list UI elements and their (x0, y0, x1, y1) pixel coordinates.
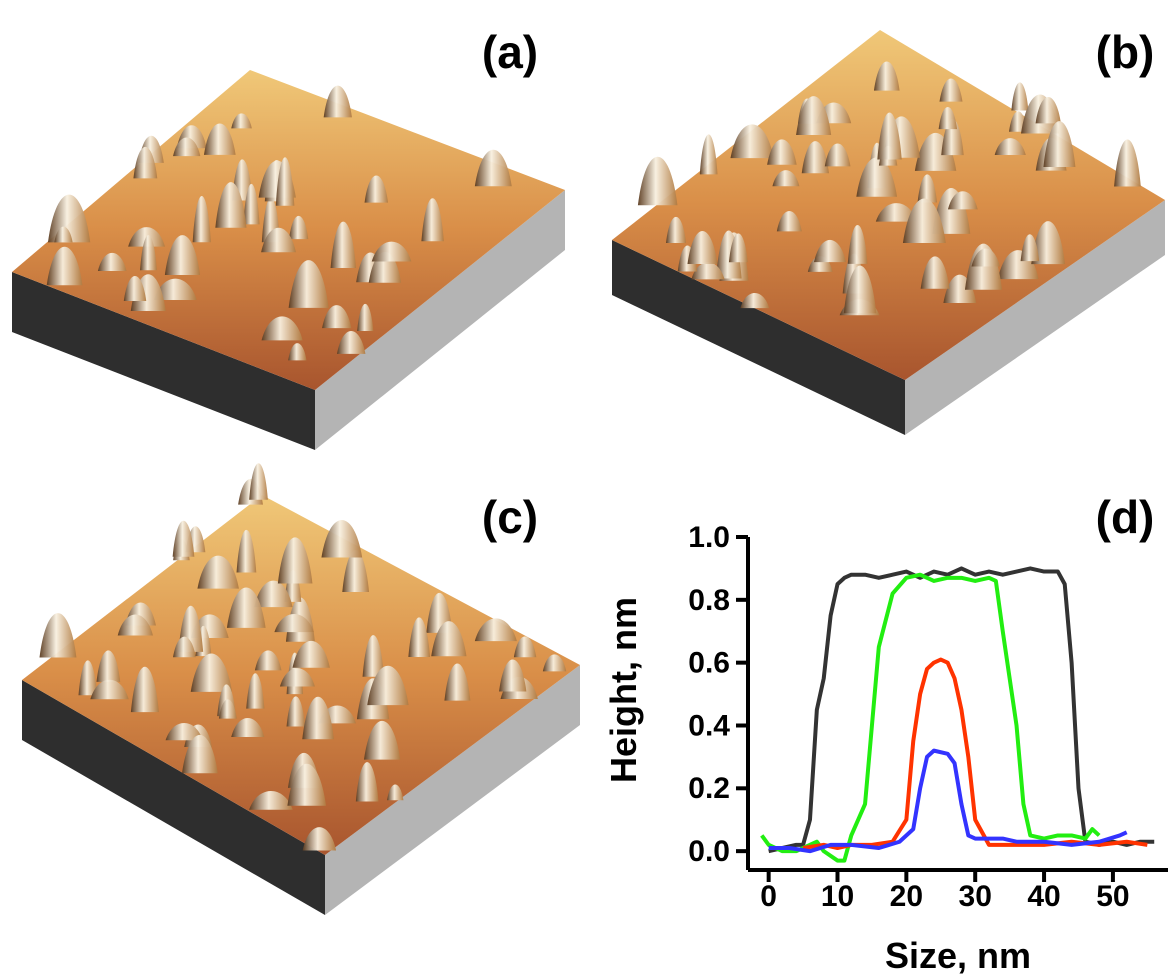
surface-peak (249, 463, 268, 499)
y-tick-label: 0.6 (688, 647, 730, 680)
surface-peak (700, 134, 718, 174)
y-tick-label: 0.0 (688, 835, 730, 868)
panel-label: (a) (482, 26, 538, 78)
surface-peak (173, 521, 195, 557)
surface-peak (1114, 140, 1141, 187)
surface-peak (638, 157, 678, 206)
x-tick-label: 30 (959, 880, 992, 913)
x-tick-label: 40 (1027, 880, 1060, 913)
surface-peak (475, 150, 512, 187)
y-tick-label: 1.0 (688, 521, 730, 554)
x-tick-label: 0 (760, 880, 777, 913)
x-axis-label: Size, nm (885, 935, 1031, 976)
surface-peak (40, 613, 77, 657)
y-axis-label: Height, nm (603, 597, 644, 783)
surface-peak (1011, 82, 1028, 110)
surface-peak (321, 520, 362, 557)
panel-label: (c) (482, 491, 538, 543)
x-tick-label: 10 (821, 880, 854, 913)
y-tick-label: 0.2 (688, 772, 730, 805)
y-tick-label: 0.4 (688, 709, 730, 742)
surface-peak (324, 86, 352, 118)
panel-label: (d) (1096, 491, 1155, 543)
x-tick-label: 20 (890, 880, 923, 913)
afm-images (12, 30, 1165, 915)
series-line (762, 575, 1099, 861)
figure: (a) (b) (c) (d) Size, nm Height, nm 0.0 0… (0, 0, 1168, 980)
panel-label: (b) (1096, 26, 1155, 78)
x-tick-label: 50 (1096, 880, 1129, 913)
y-tick-label: 0.8 (688, 584, 730, 617)
series-line (803, 660, 1147, 848)
